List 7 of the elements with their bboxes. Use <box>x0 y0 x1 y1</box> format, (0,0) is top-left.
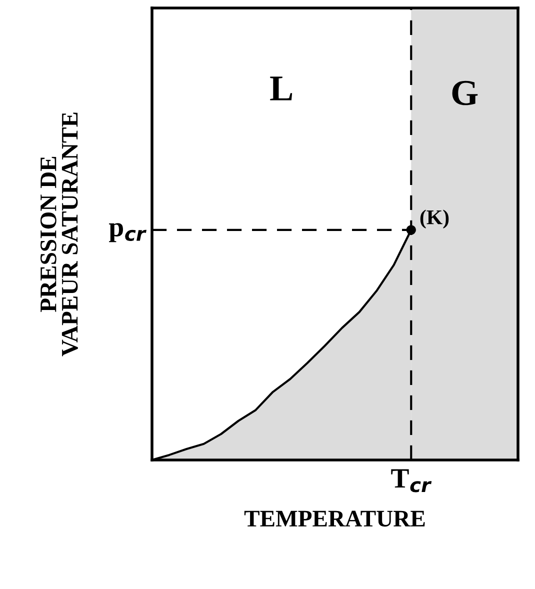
text: G <box>452 80 478 106</box>
text: (K) <box>420 210 449 229</box>
y-axis-title: PRESSION DE VAPEUR SATURANTE <box>40 112 78 356</box>
text: L <box>270 76 292 100</box>
x-axis-title: TEMPERATURE <box>244 510 425 527</box>
text: p$_{cr}$ <box>109 223 147 242</box>
text: T$_{cr}$ <box>391 469 432 492</box>
